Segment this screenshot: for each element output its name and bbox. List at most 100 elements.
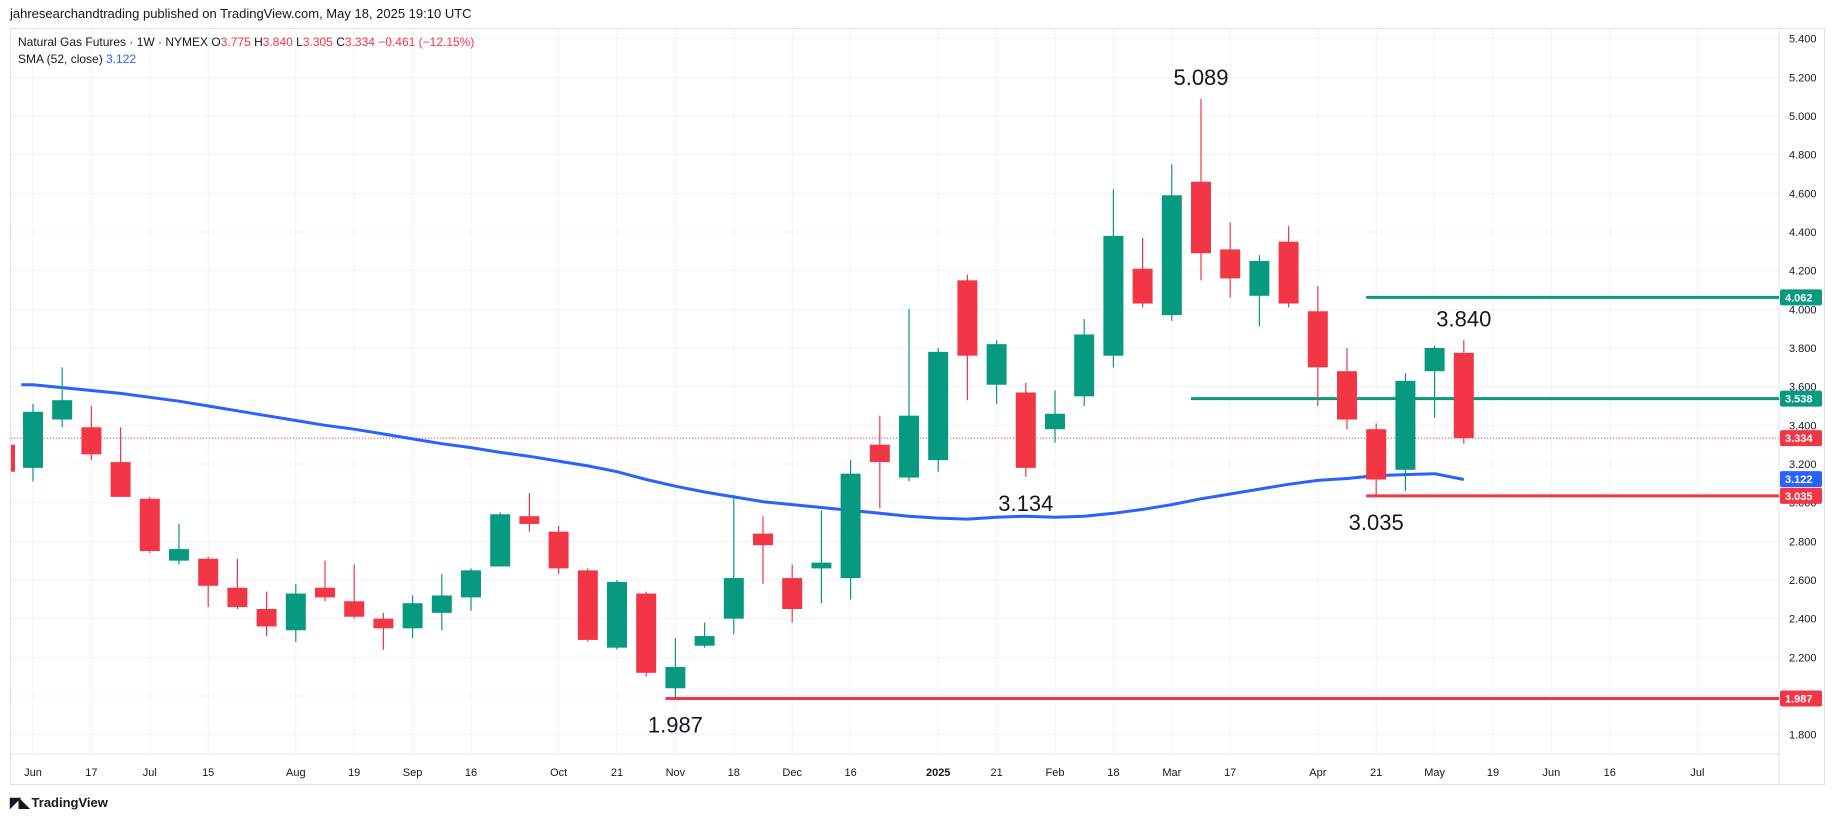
chart-frame[interactable]: 1.8002.0002.2002.4002.6002.8003.0003.200… bbox=[10, 28, 1825, 785]
candle-down bbox=[198, 558, 219, 586]
x-tick-label: Jul bbox=[143, 767, 157, 779]
chart-svg[interactable]: 1.8002.0002.2002.4002.6002.8003.0003.200… bbox=[11, 29, 1824, 784]
candle-down bbox=[548, 531, 569, 569]
x-tick-label: Sep bbox=[403, 767, 423, 779]
x-tick-label: 15 bbox=[202, 767, 214, 779]
y-tick-label: 4.200 bbox=[1789, 266, 1817, 278]
price-tag-bg bbox=[1780, 471, 1822, 488]
tradingview-brand: TradingView bbox=[31, 795, 108, 810]
candle-down bbox=[373, 618, 394, 629]
candle-up bbox=[928, 351, 949, 461]
legend-open-value: 3.775 bbox=[220, 35, 251, 49]
price-annotation: 3.840 bbox=[1436, 306, 1491, 331]
candle-down bbox=[227, 587, 248, 608]
y-tick-label: 5.400 bbox=[1789, 34, 1817, 46]
tradingview-logo-icon: ◤◣ bbox=[10, 794, 29, 810]
candle-down bbox=[1220, 249, 1241, 279]
legend-open-label: O bbox=[211, 35, 221, 49]
candle-down bbox=[957, 280, 978, 356]
candle-down bbox=[1015, 392, 1036, 468]
candle-up bbox=[1424, 348, 1445, 372]
y-tick-label: 2.800 bbox=[1789, 536, 1817, 548]
candle-up bbox=[840, 473, 861, 579]
x-tick-label: 21 bbox=[990, 767, 1002, 779]
candle-up bbox=[490, 514, 511, 567]
legend-symbol[interactable]: Natural Gas Futures · 1W · NYMEX bbox=[18, 35, 209, 49]
candle-down bbox=[344, 601, 365, 617]
legend-high-value: 3.840 bbox=[262, 35, 293, 49]
candle-up bbox=[23, 411, 43, 468]
candle-down bbox=[315, 587, 335, 598]
legend-close-value: 3.334 bbox=[344, 35, 375, 49]
y-tick-label: 2.600 bbox=[1789, 575, 1817, 587]
price-tag-bg bbox=[1780, 289, 1822, 306]
x-tick-label: 2025 bbox=[926, 767, 950, 779]
legend-sma-row: SMA (52, close) 3.122 bbox=[18, 51, 474, 68]
candle-up bbox=[723, 578, 744, 619]
y-tick-label: 4.400 bbox=[1789, 227, 1817, 239]
publish-header: jahresearchandtrading published on Tradi… bbox=[10, 6, 472, 21]
legend-high-label: H bbox=[254, 35, 263, 49]
x-tick-label: May bbox=[1424, 767, 1445, 779]
x-tick-label: Jun bbox=[24, 767, 42, 779]
legend-change: −0.461 (−12.15%) bbox=[378, 35, 475, 49]
x-tick-label: Jun bbox=[1543, 767, 1561, 779]
legend-close-label: C bbox=[336, 35, 345, 49]
y-tick-label: 3.200 bbox=[1789, 459, 1817, 471]
candle-down bbox=[519, 516, 540, 524]
x-tick-label: Jul bbox=[1690, 767, 1704, 779]
sma-line bbox=[21, 383, 1465, 521]
price-tag-label: 3.035 bbox=[1785, 491, 1813, 503]
candle-up bbox=[1103, 235, 1124, 356]
candle-down bbox=[139, 498, 160, 551]
candle-up bbox=[1249, 261, 1270, 296]
price-tag-label: 3.538 bbox=[1785, 394, 1813, 406]
price-tag-label: 3.122 bbox=[1785, 474, 1813, 486]
candle-down bbox=[869, 444, 890, 463]
candle-down bbox=[577, 570, 598, 640]
candle-up bbox=[811, 562, 832, 569]
x-tick-label: 19 bbox=[348, 767, 360, 779]
candle-up bbox=[169, 549, 189, 561]
legend-sma-value: 3.122 bbox=[106, 52, 137, 66]
legend-low-value: 3.305 bbox=[302, 35, 333, 49]
x-tick-label: 16 bbox=[844, 767, 856, 779]
x-tick-label: 21 bbox=[611, 767, 623, 779]
x-tick-label: Feb bbox=[1046, 767, 1065, 779]
price-tag-bg bbox=[1780, 487, 1822, 504]
x-tick-label: 18 bbox=[728, 767, 740, 779]
x-tick-label: Oct bbox=[550, 767, 567, 779]
candle-up bbox=[1395, 380, 1416, 470]
legend-sma-label[interactable]: SMA (52, close) bbox=[18, 52, 103, 66]
candle-up bbox=[402, 603, 423, 629]
price-annotation: 1.987 bbox=[648, 713, 703, 738]
candle-up bbox=[52, 400, 73, 420]
y-tick-label: 5.000 bbox=[1789, 111, 1817, 123]
y-tick-label: 4.000 bbox=[1789, 304, 1817, 316]
y-tick-label: 3.400 bbox=[1789, 420, 1817, 432]
candle-down bbox=[1307, 311, 1328, 368]
candle-up bbox=[461, 570, 481, 598]
tradingview-logo[interactable]: ◤◣ TradingView bbox=[10, 794, 108, 811]
candle-up bbox=[285, 593, 306, 631]
candle-up bbox=[899, 415, 919, 478]
legend-low-label: L bbox=[296, 35, 303, 49]
candle-up bbox=[694, 636, 715, 646]
price-annotation: 5.089 bbox=[1173, 65, 1228, 90]
x-tick-label: 21 bbox=[1370, 767, 1382, 779]
candle-up bbox=[986, 344, 1007, 385]
x-tick-label: Dec bbox=[782, 767, 802, 779]
x-tick-label: 16 bbox=[1604, 767, 1616, 779]
price-annotation: 3.134 bbox=[998, 491, 1053, 516]
candle-up bbox=[665, 667, 686, 689]
y-tick-label: 2.400 bbox=[1789, 614, 1817, 626]
x-tick-label: 17 bbox=[85, 767, 97, 779]
candle-up bbox=[431, 595, 452, 613]
left-edge-marker bbox=[11, 444, 15, 472]
candle-up bbox=[1161, 195, 1182, 316]
x-tick-label: Apr bbox=[1309, 767, 1326, 779]
candle-down bbox=[1453, 352, 1474, 439]
candle-down bbox=[636, 593, 657, 673]
price-tag-bg bbox=[1780, 690, 1822, 707]
price-tag-label: 4.062 bbox=[1785, 292, 1813, 304]
